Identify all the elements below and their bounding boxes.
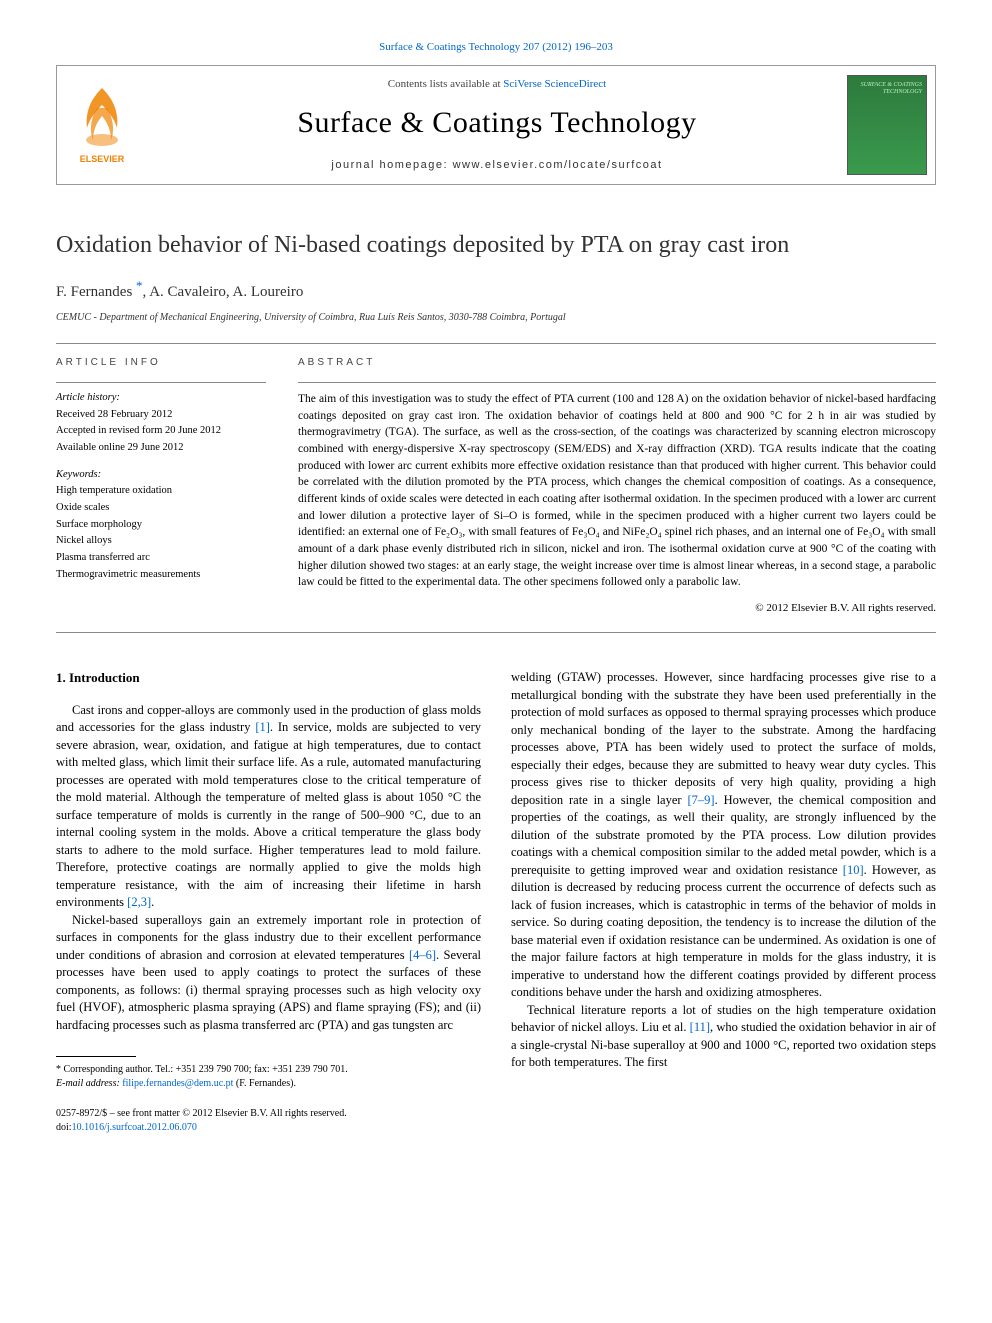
history-head: Article history:	[56, 391, 266, 406]
body-two-columns: 1. Introduction Cast irons and copper-al…	[56, 669, 936, 1135]
citation-link[interactable]: [11]	[690, 1020, 710, 1034]
affiliation: CEMUC - Department of Mechanical Enginee…	[56, 311, 936, 325]
body-paragraph: Technical literature reports a lot of st…	[511, 1002, 936, 1072]
abstract-copyright: © 2012 Elsevier B.V. All rights reserved…	[298, 601, 936, 616]
citation-link[interactable]: [4–6]	[409, 948, 436, 962]
issn-line: 0257-8972/$ – see front matter © 2012 El…	[56, 1107, 481, 1121]
keyword-item: High temperature oxidation	[56, 484, 266, 499]
rule-top	[56, 343, 936, 344]
top-journal-ref: Surface & Coatings Technology 207 (2012)…	[56, 40, 936, 55]
cover-thumb-title: SURFACE & COATINGS TECHNOLOGY	[848, 76, 926, 95]
citation-link[interactable]: [7–9]	[687, 793, 714, 807]
article-title: Oxidation behavior of Ni-based coatings …	[56, 229, 936, 263]
citation-link[interactable]: [2,3]	[127, 895, 151, 909]
abstract-label: abstract	[298, 356, 936, 370]
footnote-rule	[56, 1056, 136, 1057]
page-root: Surface & Coatings Technology 207 (2012)…	[0, 0, 992, 1165]
homepage-prefix: journal homepage:	[331, 159, 452, 171]
history-online: Available online 29 June 2012	[56, 441, 266, 456]
authors-rest: , A. Cavaleiro, A. Loureiro	[143, 284, 304, 300]
journal-homepage-line: journal homepage: www.elsevier.com/locat…	[147, 158, 847, 173]
right-column: welding (GTAW) processes. However, since…	[511, 669, 936, 1135]
journal-name: Surface & Coatings Technology	[147, 102, 847, 144]
abstract-block: abstract The aim of this investigation w…	[298, 356, 936, 616]
email-link[interactable]: filipe.fernandes@dem.uc.pt	[122, 1078, 233, 1089]
keyword-item: Oxide scales	[56, 501, 266, 516]
doi-link[interactable]: 10.1016/j.surfcoat.2012.06.070	[72, 1122, 197, 1133]
contents-prefix: Contents lists available at	[388, 78, 503, 90]
history-received: Received 28 February 2012	[56, 408, 266, 423]
top-journal-ref-link[interactable]: Surface & Coatings Technology 207 (2012)…	[379, 41, 613, 53]
svg-text:ELSEVIER: ELSEVIER	[80, 154, 125, 164]
citation-link[interactable]: [1]	[255, 720, 270, 734]
citation-link[interactable]: [10]	[843, 863, 864, 877]
author-1: F. Fernandes	[56, 284, 136, 300]
keyword-item: Nickel alloys	[56, 534, 266, 549]
contents-available-line: Contents lists available at SciVerse Sci…	[147, 77, 847, 92]
journal-cover-thumbnail: SURFACE & COATINGS TECHNOLOGY	[847, 75, 927, 175]
rule-bottom-meta	[56, 632, 936, 633]
journal-header-box: ELSEVIER Contents lists available at Sci…	[56, 65, 936, 185]
keywords-head: Keywords:	[56, 468, 266, 483]
article-info-label: article info	[56, 356, 266, 370]
keyword-item: Thermogravimetric measurements	[56, 568, 266, 583]
section-heading-introduction: 1. Introduction	[56, 669, 481, 687]
body-paragraph: Cast irons and copper-alloys are commonl…	[56, 702, 481, 912]
rule-abstract	[298, 382, 936, 383]
homepage-url: www.elsevier.com/locate/surfcoat	[453, 159, 663, 171]
keyword-item: Surface morphology	[56, 518, 266, 533]
abstract-text: The aim of this investigation was to stu…	[298, 391, 936, 591]
body-paragraph: welding (GTAW) processes. However, since…	[511, 669, 936, 1002]
article-info-block: article info Article history: Received 2…	[56, 356, 266, 616]
footnote-email-line: E-mail address: filipe.fernandes@dem.uc.…	[56, 1077, 481, 1091]
left-column: 1. Introduction Cast irons and copper-al…	[56, 669, 481, 1135]
doi-line: doi:10.1016/j.surfcoat.2012.06.070	[56, 1121, 481, 1135]
corresponding-author-footnote: * Corresponding author. Tel.: +351 239 7…	[56, 1063, 481, 1091]
meta-abstract-row: article info Article history: Received 2…	[56, 356, 936, 616]
footnote-corr-line: * Corresponding author. Tel.: +351 239 7…	[56, 1063, 481, 1077]
header-middle: Contents lists available at SciVerse Sci…	[147, 77, 847, 174]
bottom-meta-block: 0257-8972/$ – see front matter © 2012 El…	[56, 1107, 481, 1135]
elsevier-logo: ELSEVIER	[57, 66, 147, 184]
authors-line: F. Fernandes *, A. Cavaleiro, A. Loureir…	[56, 277, 936, 303]
sciencedirect-link[interactable]: SciVerse ScienceDirect	[503, 78, 606, 90]
body-paragraph: Nickel-based superalloys gain an extreme…	[56, 912, 481, 1035]
history-accepted: Accepted in revised form 20 June 2012	[56, 424, 266, 439]
keyword-item: Plasma transferred arc	[56, 551, 266, 566]
rule-info	[56, 382, 266, 383]
